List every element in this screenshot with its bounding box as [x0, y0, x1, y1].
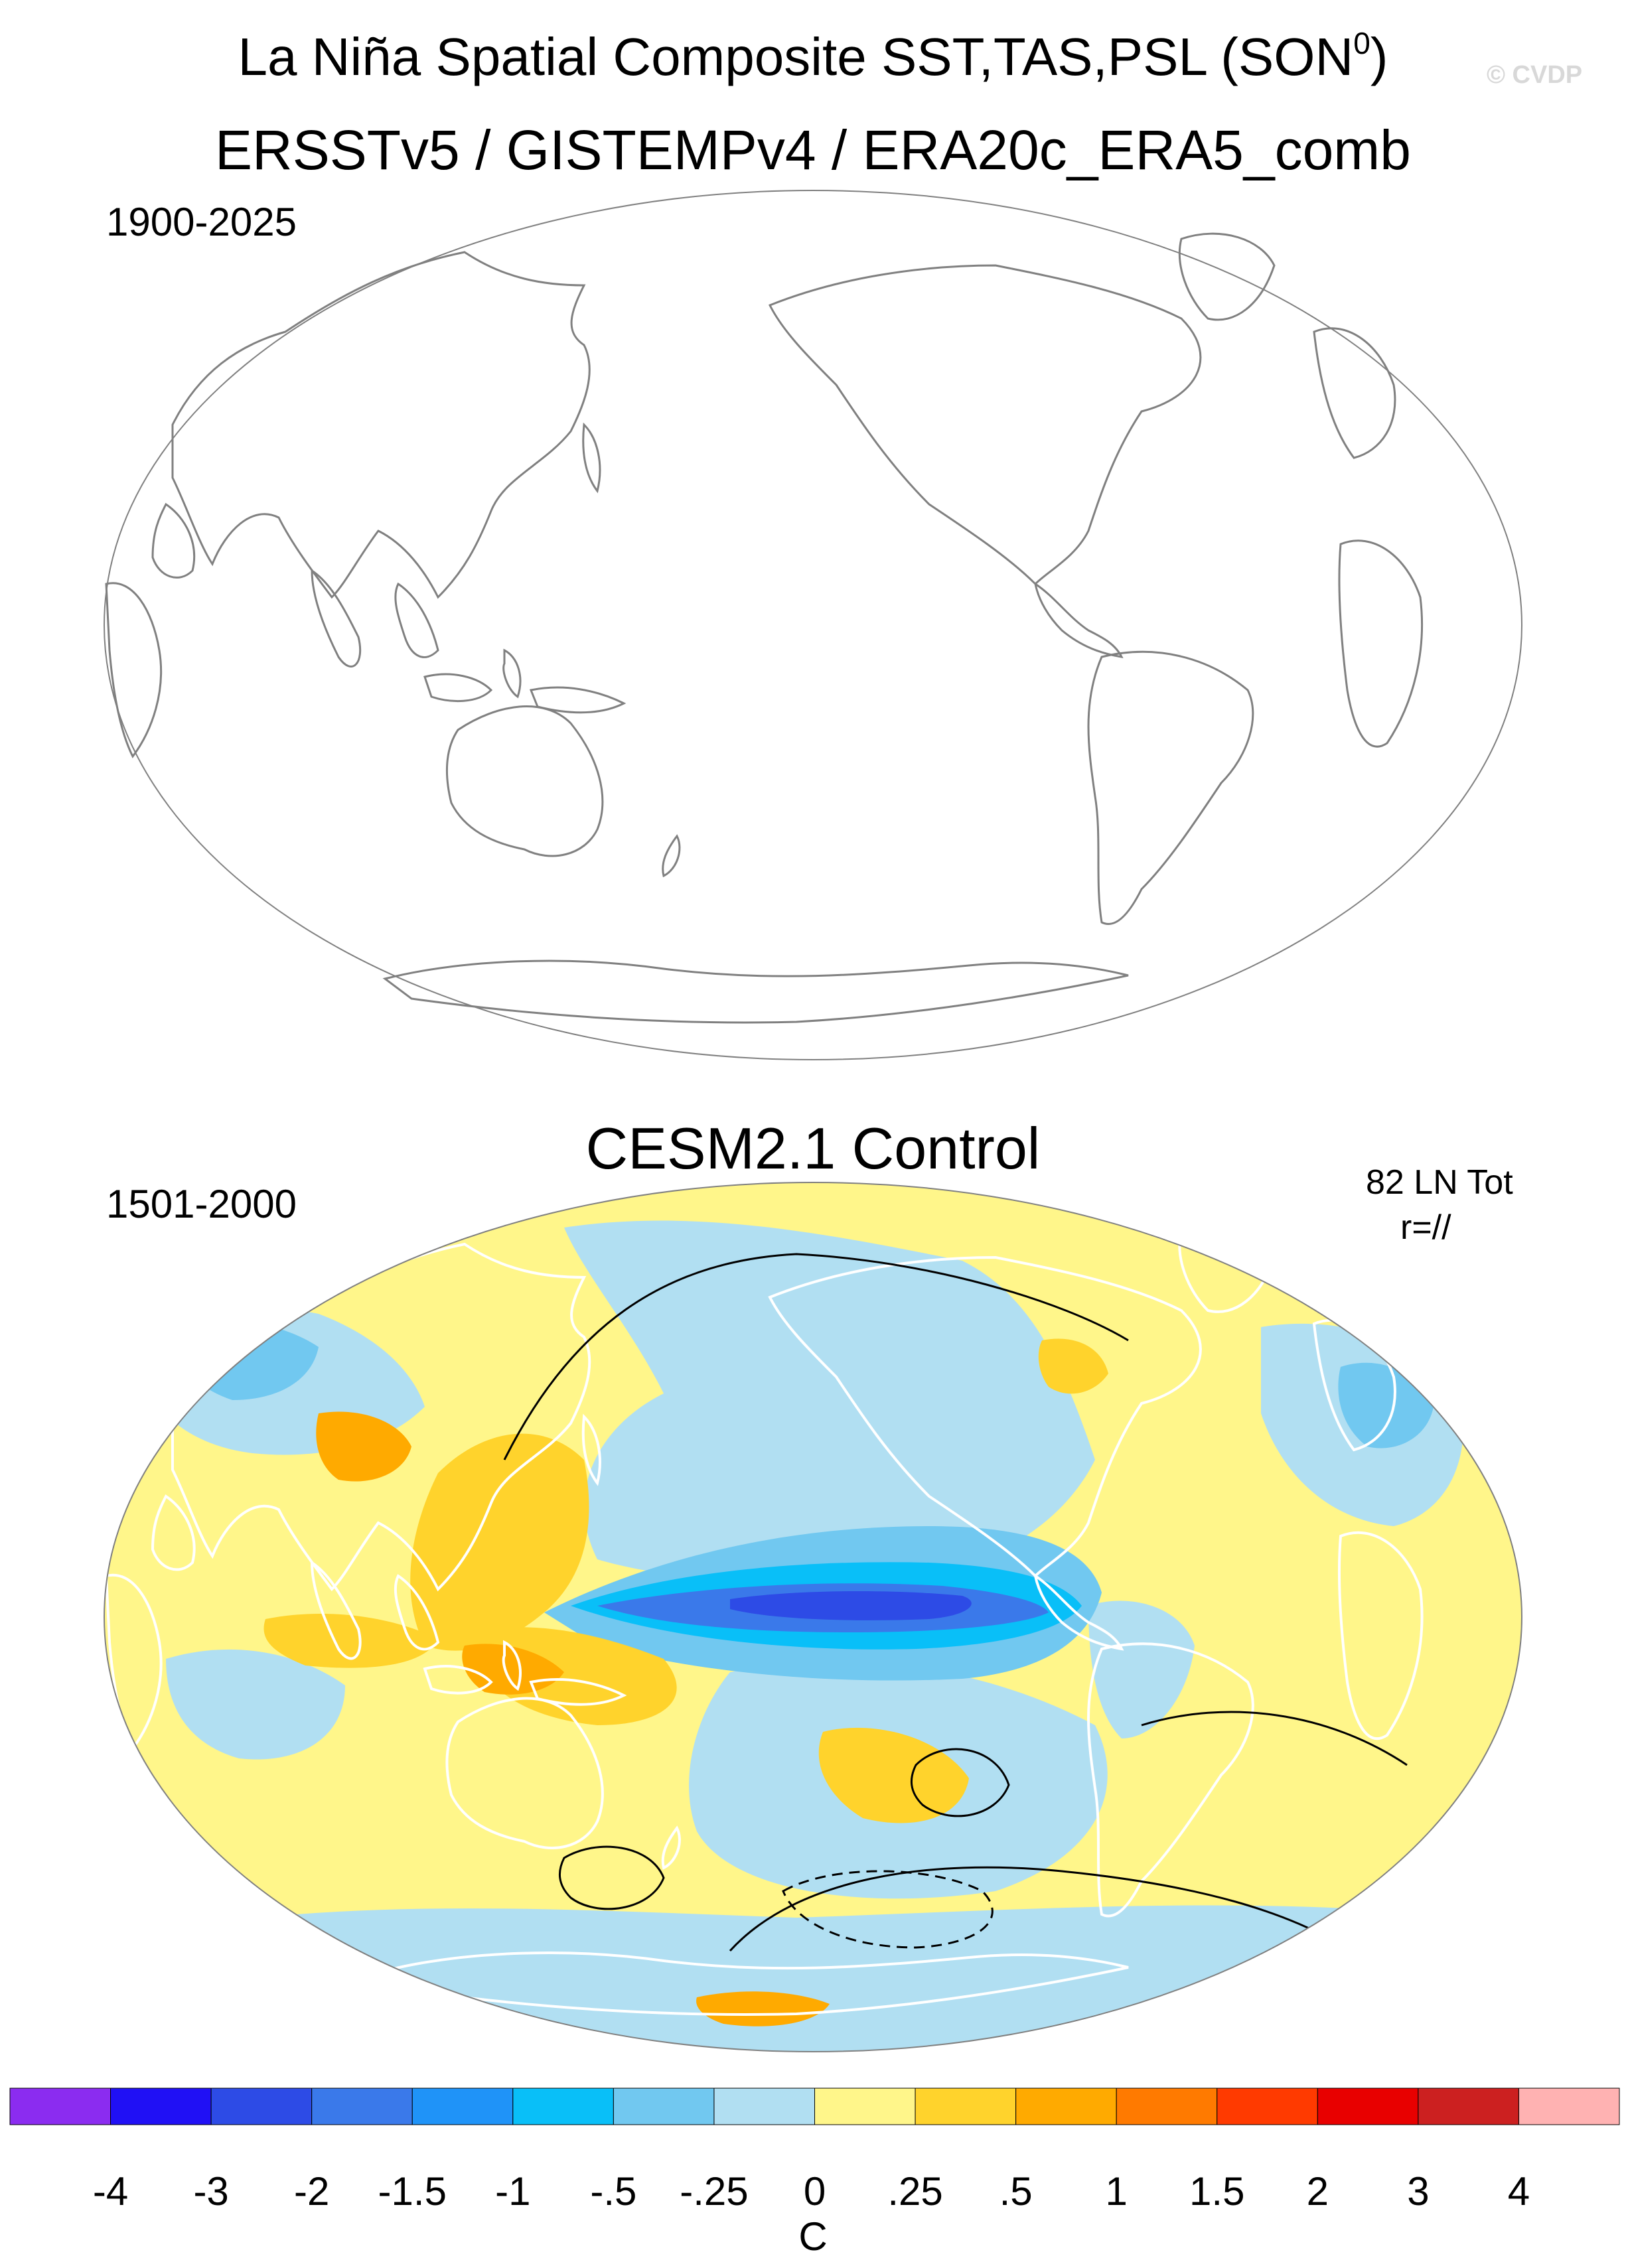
cvdp-watermark: © CVDP [1487, 61, 1583, 89]
warm-anomaly-asia [316, 1411, 411, 1482]
psl-contour-atlantic [1141, 1711, 1408, 1766]
colorbar-tick-label: .25 [887, 2169, 943, 2214]
colorbar [9, 2088, 1620, 2125]
colorbar-swatch [9, 2088, 111, 2125]
colorbar-tick-label: -4 [92, 2169, 129, 2214]
colorbar-tick-label: -.25 [680, 2169, 749, 2214]
colorbar-tick-label: 2 [1306, 2169, 1329, 2214]
obs-datasets-title: ERSSTv5 / GISTEMPv4 / ERA20c_ERA5_comb [215, 119, 1411, 181]
colorbar-tick-label: -1.5 [378, 2169, 447, 2214]
warm-anomaly-south-pacific [818, 1727, 969, 1823]
psl-contour-central-pacific [910, 1748, 1010, 1817]
colorbar-swatch [512, 2088, 614, 2125]
model-map-panel [104, 1182, 1522, 2052]
colorbar-tick-label: 1 [1105, 2169, 1128, 2214]
warm-anomaly-north-america [1038, 1338, 1108, 1394]
colorbar-units-label: C [798, 2214, 828, 2259]
colorbar-swatch [311, 2088, 413, 2125]
colorbar-swatch [915, 2088, 1017, 2125]
obs-map-panel [104, 190, 1522, 1060]
colorbar-swatch [1015, 2088, 1117, 2125]
psl-contour-south-indian [558, 1845, 665, 1910]
psl-contour-southern-ocean [729, 1866, 1361, 1959]
obs-period-label: 1900-2025 [106, 200, 297, 244]
warm-anomaly-antarctic [696, 1991, 830, 2026]
colorbar-swatch [1518, 2088, 1620, 2125]
cool-anomaly-southern-ocean [133, 1905, 1460, 2052]
cool-anomaly-eq-pacific-center [730, 1591, 972, 1620]
colorbar-tick-label: 0 [803, 2169, 826, 2214]
colorbar-tick-label: -1 [495, 2169, 531, 2214]
colorbar-swatch [1217, 2088, 1318, 2125]
cool-anomaly-indian [166, 1649, 345, 1760]
colorbar-tick-label: -2 [294, 2169, 330, 2214]
colorbar-swatch [1317, 2088, 1419, 2125]
model-panel-title: CESM2.1 Control [585, 1115, 1041, 1181]
colorbar-tick-label: 4 [1507, 2169, 1530, 2214]
colorbar-tick-label: -.5 [590, 2169, 637, 2214]
colorbar-tick-label: .5 [999, 2169, 1033, 2214]
warm-anomaly-indian-ocean [263, 1613, 438, 1668]
warm-anomaly-west-pacific [410, 1433, 589, 1651]
cool-anomaly-pacific-north [564, 1220, 1095, 1585]
cool-anomaly-south-america [1088, 1600, 1195, 1738]
colorbar-swatch [110, 2088, 212, 2125]
colorbar-swatch [613, 2088, 715, 2125]
psl-contour-south-pacific-negative [782, 1870, 994, 1949]
colorbar-swatch [1116, 2088, 1218, 2125]
colorbar-swatch [713, 2088, 815, 2125]
colorbar-tick-label: -3 [193, 2169, 229, 2214]
cool-anomaly-north-atlantic [1338, 1362, 1434, 1449]
colorbar-swatch [210, 2088, 313, 2125]
figure-title: La Niña Spatial Composite SST,TAS,PSL (S… [238, 26, 1388, 86]
event-count-label: 82 LN Tot [1366, 1163, 1513, 1202]
model-period-label: 1501-2000 [106, 1182, 297, 1226]
colorbar-tick-label: 3 [1407, 2169, 1430, 2214]
colorbar-swatch [1418, 2088, 1519, 2125]
pattern-correlation-label: r=// [1400, 1208, 1451, 1247]
colorbar-swatch [411, 2088, 514, 2125]
colorbar-swatch [814, 2088, 916, 2125]
colorbar-tick-label: 1.5 [1189, 2169, 1245, 2214]
psl-contour-north-pacific [503, 1253, 1129, 1460]
